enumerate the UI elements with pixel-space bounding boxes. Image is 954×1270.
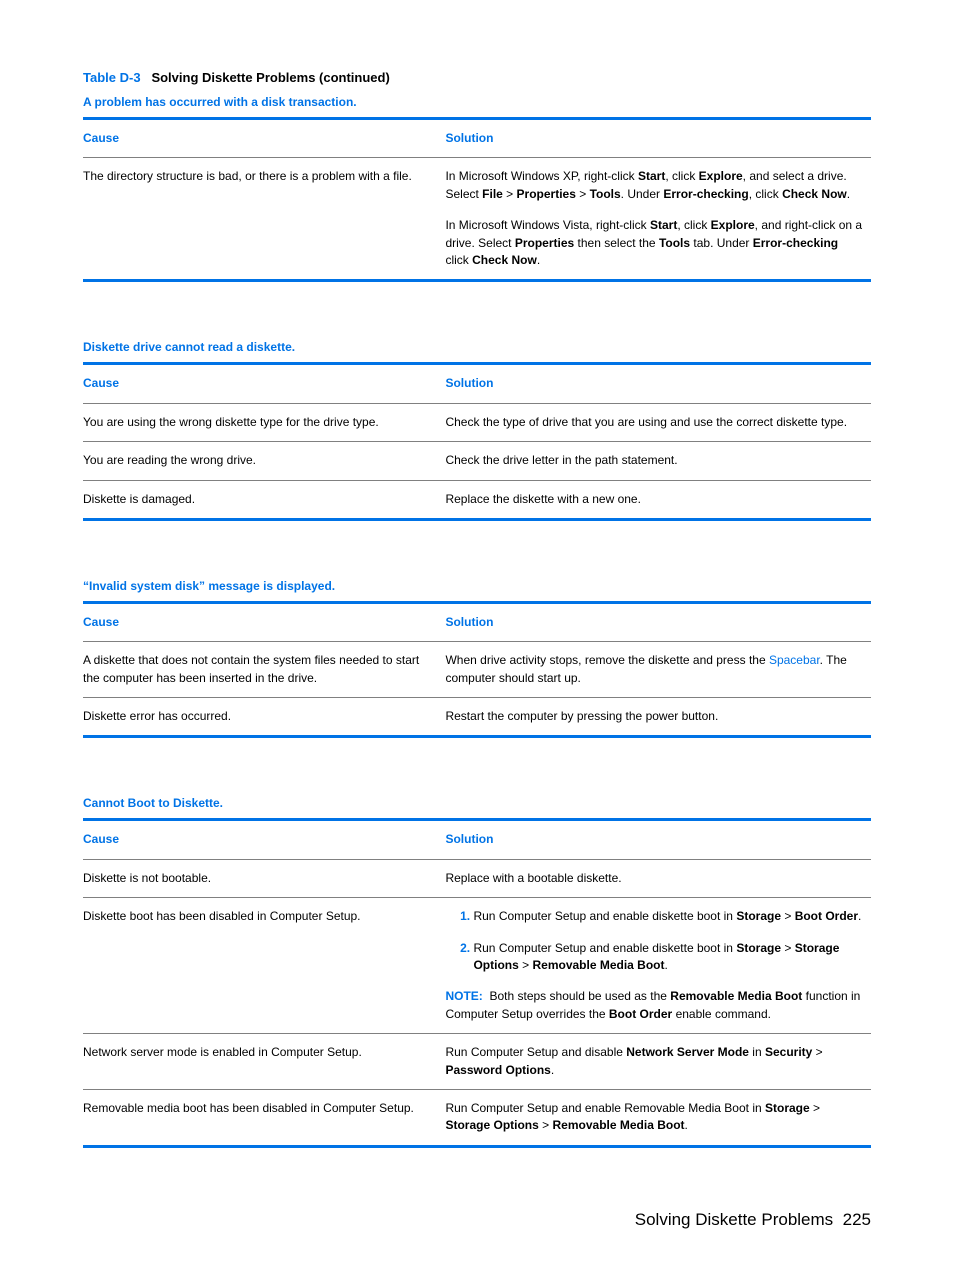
section-title-3: “Invalid system disk” message is display… bbox=[83, 579, 871, 593]
page-number: 225 bbox=[843, 1210, 871, 1229]
footer-text: Solving Diskette Problems bbox=[635, 1210, 833, 1229]
cell-solution: Replace the diskette with a new one. bbox=[445, 480, 871, 519]
section-title-4: Cannot Boot to Diskette. bbox=[83, 796, 871, 810]
cell-cause: Removable media boot has been disabled i… bbox=[83, 1089, 445, 1146]
table-row: Diskette boot has been disabled in Compu… bbox=[83, 898, 871, 1034]
cell-cause: A diskette that does not contain the sys… bbox=[83, 642, 445, 698]
table-row: Removable media boot has been disabled i… bbox=[83, 1089, 871, 1146]
table-row: You are reading the wrong drive. Check t… bbox=[83, 442, 871, 480]
table-row: Diskette is not bootable. Replace with a… bbox=[83, 859, 871, 897]
cell-cause: Diskette is damaged. bbox=[83, 480, 445, 519]
cell-cause: Diskette error has occurred. bbox=[83, 698, 445, 737]
table-row: Network server mode is enabled in Comput… bbox=[83, 1034, 871, 1090]
col-header-solution: Solution bbox=[445, 119, 871, 158]
cell-solution: When drive activity stops, remove the di… bbox=[445, 642, 871, 698]
table-3: Cause Solution A diskette that does not … bbox=[83, 601, 871, 739]
cell-cause: Diskette is not bootable. bbox=[83, 859, 445, 897]
col-header-cause: Cause bbox=[83, 820, 445, 859]
col-header-cause: Cause bbox=[83, 119, 445, 158]
cell-solution: Restart the computer by pressing the pow… bbox=[445, 698, 871, 737]
cell-cause: You are reading the wrong drive. bbox=[83, 442, 445, 480]
col-header-cause: Cause bbox=[83, 364, 445, 403]
col-header-solution: Solution bbox=[445, 820, 871, 859]
cell-cause: Network server mode is enabled in Comput… bbox=[83, 1034, 445, 1090]
page-footer: Solving Diskette Problems 225 bbox=[635, 1210, 871, 1230]
table-1: Cause Solution The directory structure i… bbox=[83, 117, 871, 282]
table-2: Cause Solution You are using the wrong d… bbox=[83, 362, 871, 521]
cell-cause: You are using the wrong diskette type fo… bbox=[83, 403, 445, 441]
table-row: Diskette error has occurred. Restart the… bbox=[83, 698, 871, 737]
col-header-cause: Cause bbox=[83, 602, 445, 641]
section-title-2: Diskette drive cannot read a diskette. bbox=[83, 340, 871, 354]
table-name: Solving Diskette Problems (continued) bbox=[151, 70, 389, 85]
cell-solution: Check the type of drive that you are usi… bbox=[445, 403, 871, 441]
cell-solution: Run Computer Setup and enable Removable … bbox=[445, 1089, 871, 1146]
table-title: Table D-3 Solving Diskette Problems (con… bbox=[83, 70, 871, 85]
cell-solution: In Microsoft Windows XP, right-click Sta… bbox=[445, 158, 871, 281]
cell-cause: Diskette boot has been disabled in Compu… bbox=[83, 898, 445, 1034]
col-header-solution: Solution bbox=[445, 364, 871, 403]
col-header-solution: Solution bbox=[445, 602, 871, 641]
page: Table D-3 Solving Diskette Problems (con… bbox=[0, 0, 954, 1270]
section-title-1: A problem has occurred with a disk trans… bbox=[83, 95, 871, 109]
table-4: Cause Solution Diskette is not bootable.… bbox=[83, 818, 871, 1147]
table-number: Table D-3 bbox=[83, 70, 141, 85]
table-row: You are using the wrong diskette type fo… bbox=[83, 403, 871, 441]
table-row: The directory structure is bad, or there… bbox=[83, 158, 871, 281]
cell-solution: Run Computer Setup and enable diskette b… bbox=[445, 898, 871, 1034]
table-row: Diskette is damaged. Replace the diskett… bbox=[83, 480, 871, 519]
cell-solution: Replace with a bootable diskette. bbox=[445, 859, 871, 897]
table-row: A diskette that does not contain the sys… bbox=[83, 642, 871, 698]
cell-cause: The directory structure is bad, or there… bbox=[83, 158, 445, 281]
cell-solution: Run Computer Setup and disable Network S… bbox=[445, 1034, 871, 1090]
cell-solution: Check the drive letter in the path state… bbox=[445, 442, 871, 480]
